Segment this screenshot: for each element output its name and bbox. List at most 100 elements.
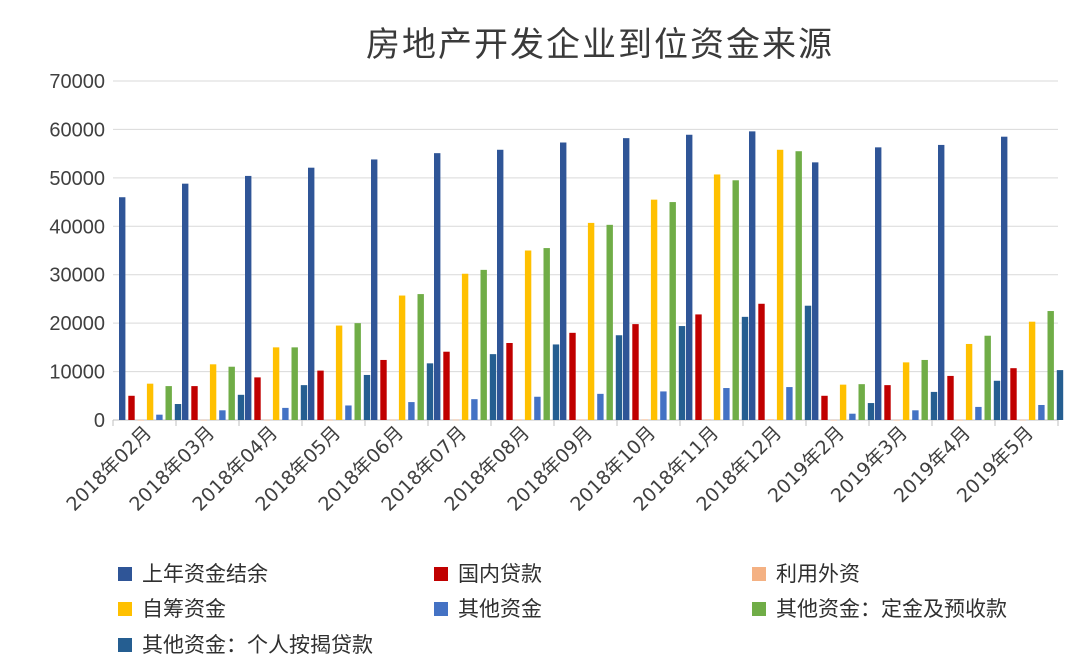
bar	[615, 335, 623, 420]
bar	[965, 343, 973, 420]
bar	[821, 395, 828, 420]
bar	[263, 419, 270, 421]
legend-item: 利用外资	[752, 562, 860, 586]
bar	[984, 335, 991, 420]
bar	[245, 175, 252, 420]
bar	[587, 222, 595, 420]
bar	[380, 359, 387, 420]
bar	[858, 384, 865, 420]
bar	[669, 202, 676, 420]
bar	[543, 248, 550, 420]
y-tick-label: 60000	[49, 119, 105, 141]
bar	[695, 314, 702, 420]
bar	[408, 402, 415, 420]
legend-label: 其他资金：个人按揭贷款	[142, 633, 373, 657]
bar	[426, 363, 434, 420]
legend-swatch	[752, 567, 766, 581]
bar	[732, 180, 739, 420]
legend-label: 其他资金	[458, 597, 542, 621]
legend-item: 自筹资金	[118, 597, 226, 621]
bar	[443, 351, 450, 420]
legend-item: 其他资金	[434, 597, 542, 621]
bar	[209, 364, 217, 420]
bar	[515, 419, 522, 421]
bar	[300, 385, 308, 420]
bar	[776, 149, 784, 421]
bar	[812, 162, 819, 421]
bar	[480, 269, 487, 420]
bar	[678, 326, 686, 420]
legend-label: 其他资金：定金及预收款	[776, 597, 1007, 621]
bar	[524, 250, 532, 420]
bar	[345, 405, 352, 420]
legend-swatch	[118, 638, 132, 652]
bar	[606, 224, 613, 420]
bar	[471, 399, 478, 420]
bar	[354, 323, 361, 420]
y-tick-label: 70000	[49, 71, 105, 93]
bar	[758, 303, 765, 420]
bar	[723, 388, 730, 420]
bar	[804, 305, 812, 420]
bar	[975, 406, 982, 420]
bar	[767, 419, 774, 420]
bar	[930, 391, 938, 420]
bar	[650, 199, 658, 420]
y-tick-label: 10000	[49, 362, 105, 384]
bar	[1038, 404, 1045, 420]
bar	[884, 385, 891, 420]
bar	[1028, 321, 1036, 420]
bar	[1056, 370, 1064, 420]
bar	[956, 419, 963, 421]
legend-item: 上年资金结余	[118, 562, 268, 586]
bar	[272, 347, 280, 420]
bar	[786, 387, 793, 420]
bar	[317, 370, 324, 420]
bar	[137, 419, 144, 421]
legend-swatch	[118, 567, 132, 581]
bar	[578, 419, 585, 421]
legend-swatch	[434, 567, 448, 581]
x-axis: 2018年02月2018年03月2018年04月2018年05月2018年06月…	[62, 420, 1059, 516]
y-tick-label: 40000	[49, 216, 105, 238]
bar	[191, 386, 198, 420]
bar	[875, 147, 882, 420]
bar	[795, 151, 802, 420]
bar	[291, 347, 298, 420]
bar	[686, 134, 693, 420]
bar	[228, 366, 235, 420]
bar	[1010, 368, 1017, 420]
bar	[902, 362, 910, 420]
bar	[704, 419, 711, 421]
bar	[1019, 419, 1026, 421]
bar	[254, 377, 261, 420]
bar	[560, 142, 567, 421]
bar	[1001, 136, 1008, 420]
bar	[947, 375, 954, 420]
bar	[461, 273, 469, 420]
bar	[489, 354, 497, 420]
bar	[506, 342, 513, 420]
bar	[569, 332, 576, 420]
bar	[893, 419, 900, 421]
bar	[713, 174, 721, 420]
legend-label: 国内贷款	[458, 562, 542, 586]
bar	[452, 419, 459, 421]
bar	[237, 394, 245, 420]
bar	[623, 138, 630, 420]
bar	[849, 413, 856, 420]
bar	[371, 159, 378, 420]
legend-item: 国内贷款	[434, 562, 542, 586]
bar	[632, 324, 639, 420]
bar	[660, 391, 667, 420]
bar	[200, 419, 207, 421]
bar	[389, 419, 396, 421]
bar	[867, 403, 875, 420]
bar	[156, 414, 163, 420]
bar	[839, 384, 847, 420]
bar	[219, 410, 226, 420]
bar	[165, 386, 172, 420]
legend-swatch	[434, 602, 448, 616]
bar	[830, 419, 837, 421]
